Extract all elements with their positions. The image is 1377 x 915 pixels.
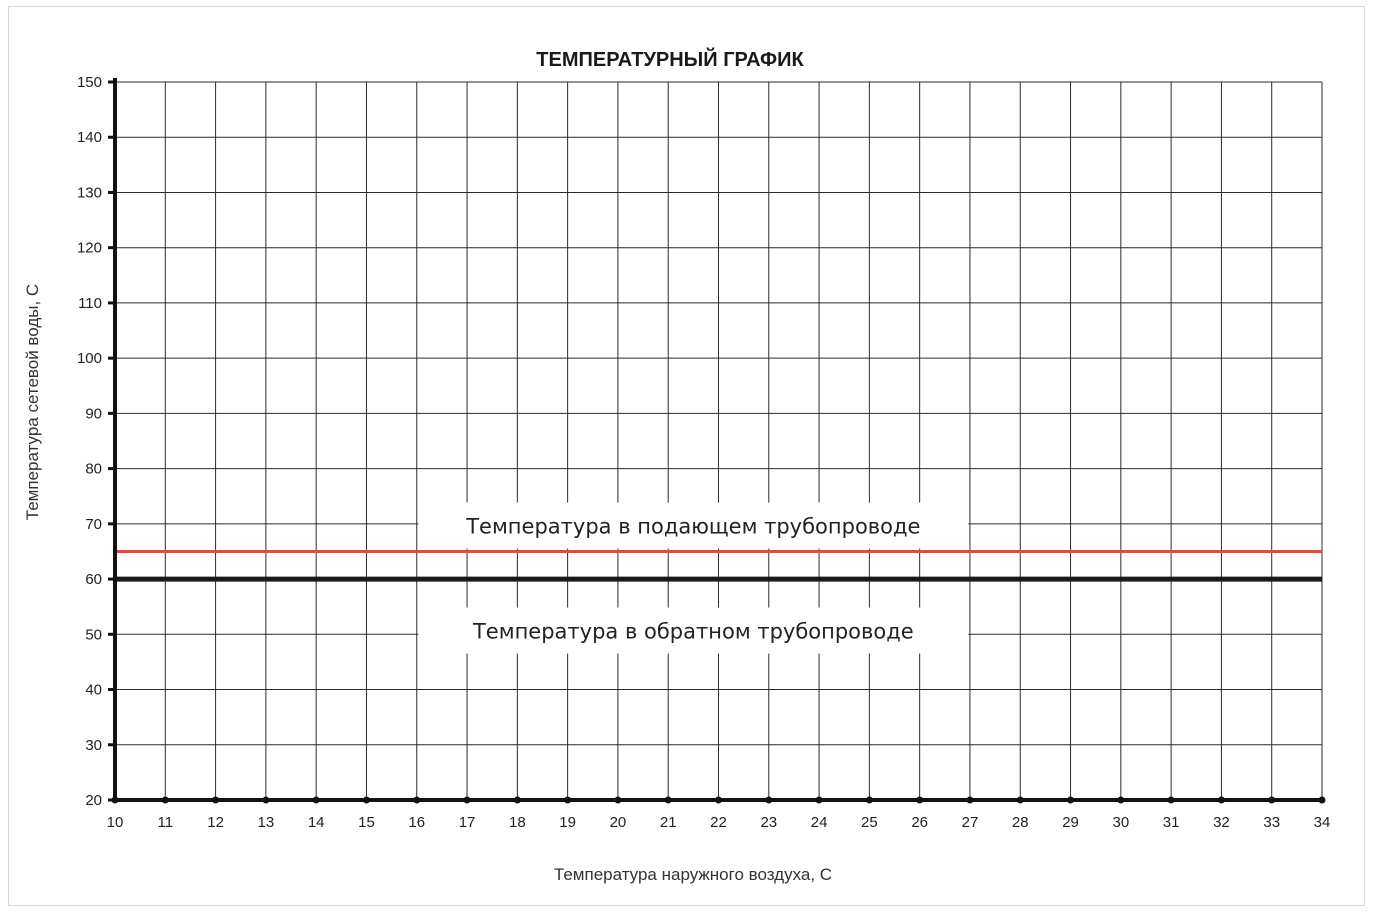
x-tick-mark: [1067, 796, 1075, 804]
x-tick-label: 17: [459, 814, 476, 831]
y-tick-label: 70: [85, 516, 102, 533]
x-tick-mark: [463, 796, 471, 804]
x-tick-label: 20: [610, 814, 627, 831]
x-tick-mark: [865, 796, 873, 804]
x-tick-label: 27: [962, 814, 979, 831]
x-tick-label: 21: [660, 814, 677, 831]
x-tick-label: 15: [358, 814, 375, 831]
y-tick-label: 100: [77, 350, 102, 367]
x-tick-mark: [1167, 796, 1175, 804]
x-tick-mark: [1217, 796, 1225, 804]
annotation-background-2: [418, 607, 969, 654]
x-tick-mark: [312, 796, 320, 804]
chart-sheet: [8, 6, 1365, 906]
x-tick-label: 10: [107, 814, 124, 831]
y-tick-label: 110: [78, 295, 102, 312]
x-tick-label: 32: [1213, 814, 1230, 831]
x-tick-label: 11: [158, 814, 174, 831]
x-tick-mark: [614, 796, 622, 804]
x-tick-label: 12: [207, 814, 224, 831]
x-tick-label: 23: [760, 814, 777, 831]
x-tick-label: 13: [258, 814, 275, 831]
annotation-label-1: Температура в подающем трубопроводе: [465, 515, 920, 539]
x-tick-label: 28: [1012, 814, 1029, 831]
chart-title: ТЕМПЕРАТУРНЫЙ ГРАФИК: [536, 47, 804, 71]
x-tick-mark: [664, 796, 672, 804]
y-tick-label: 50: [85, 626, 102, 643]
x-tick-mark: [564, 796, 572, 804]
x-tick-labels: 10 11 12 13 14 15 16 17 18 19 20 21 22 23 24 25 26 27 28 29…: [107, 796, 1331, 831]
y-tick-label: 80: [85, 461, 102, 478]
x-tick-label: 30: [1112, 814, 1129, 831]
x-tick-mark: [161, 796, 169, 804]
x-tick-mark: [362, 796, 370, 804]
y-tick-label: 30: [85, 737, 102, 754]
x-tick-label: 29: [1062, 814, 1079, 831]
x-tick-label: 26: [911, 814, 928, 831]
x-tick-mark: [916, 796, 924, 804]
x-tick-mark: [1016, 796, 1024, 804]
x-tick-label: 14: [308, 814, 325, 831]
annotation-background-1: [418, 502, 969, 549]
x-tick-label: 22: [710, 814, 727, 831]
x-tick-mark: [715, 796, 722, 804]
y-tick-label: 140: [77, 129, 102, 146]
annotations-layer: Температура в подающем трубопроводе Темпе…: [418, 502, 969, 654]
y-tick-label: 20: [85, 792, 102, 809]
x-tick-mark: [262, 796, 270, 804]
annotation-label-2: Температура в обратном трубопроводе: [472, 620, 914, 644]
x-tick-label: 16: [408, 814, 425, 831]
x-tick-label: 31: [1163, 814, 1180, 831]
y-tick-label: 90: [85, 405, 102, 422]
y-tick-labels: 20 30 40 50 60 70 80 90 100 110 120 130 140 150: [77, 74, 115, 809]
x-tick-mark: [513, 796, 521, 804]
x-tick-mark: [1117, 796, 1125, 804]
y-tick-label: 60: [85, 571, 102, 588]
x-tick-mark: [212, 796, 220, 804]
x-axis-label: Температура наружного воздуха, С: [554, 865, 832, 884]
x-tick-label: 18: [509, 814, 526, 831]
y-tick-label: 130: [77, 184, 102, 201]
x-tick-label: 34: [1314, 814, 1331, 831]
x-tick-label: 25: [861, 814, 878, 831]
y-tick-label: 150: [77, 74, 102, 91]
x-tick-label: 19: [559, 814, 576, 831]
y-tick-label: 40: [85, 682, 102, 699]
x-tick-mark: [413, 796, 421, 804]
x-tick-label: 33: [1263, 814, 1280, 831]
grid: [114, 81, 1323, 801]
y-tick-label: 120: [77, 240, 102, 257]
x-tick-mark: [966, 796, 974, 804]
x-tick-mark: [1318, 796, 1326, 804]
series-layer: [115, 549, 1322, 582]
x-tick-label: 24: [811, 814, 828, 831]
x-tick-mark: [815, 796, 823, 804]
y-axis-label: Температура сетевой воды, С: [23, 284, 42, 520]
x-tick-mark: [1268, 796, 1276, 804]
x-tick-mark: [765, 796, 773, 804]
